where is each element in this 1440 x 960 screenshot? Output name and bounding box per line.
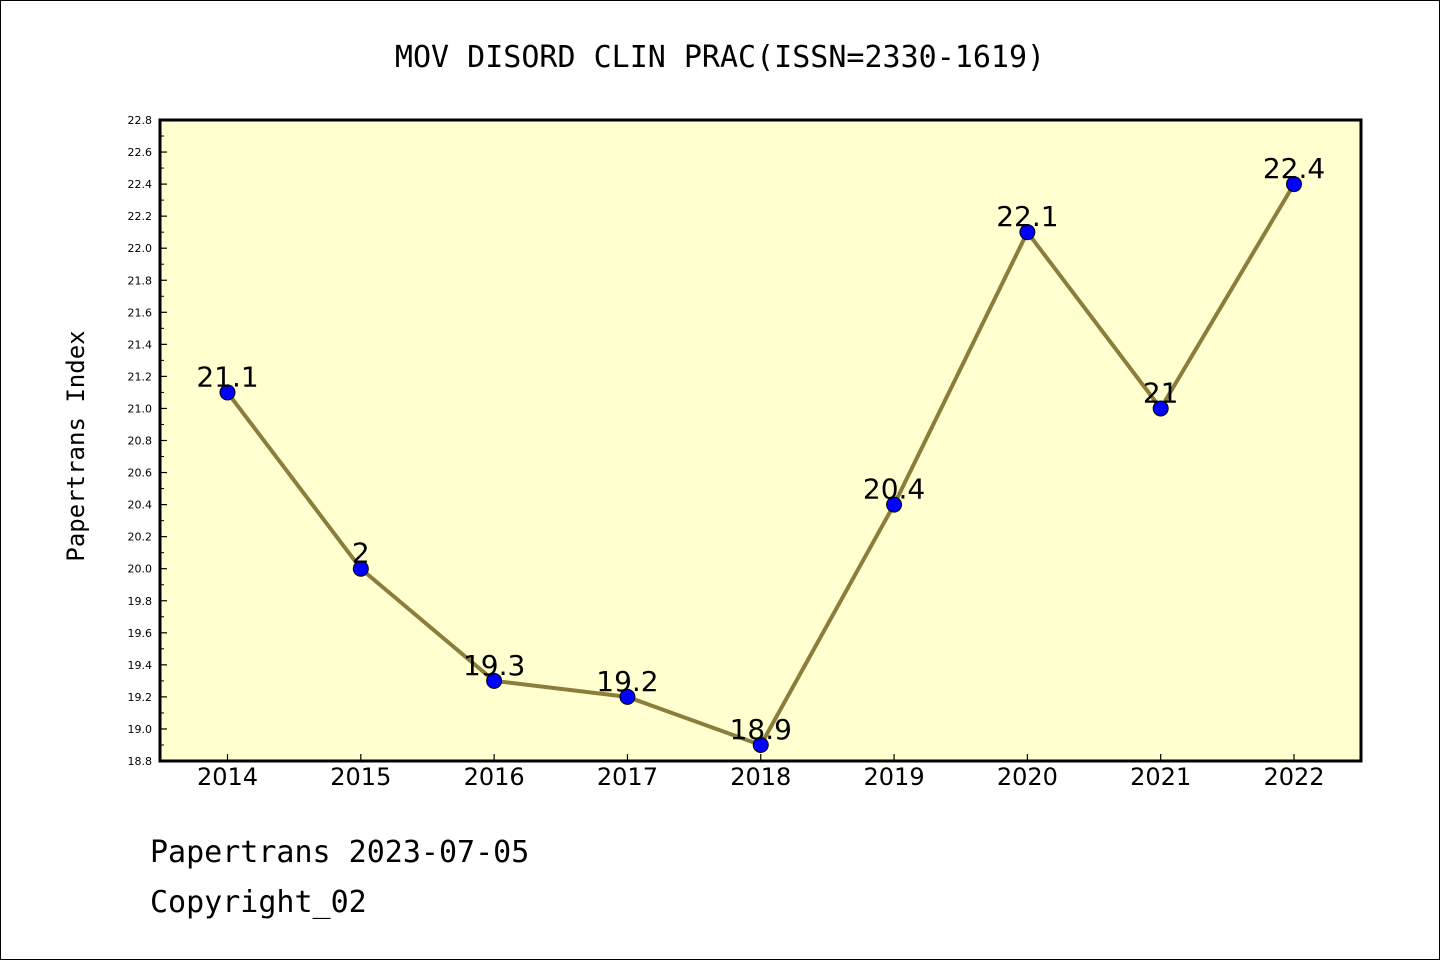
- y-tick-label: 21.2: [128, 370, 153, 383]
- plot-area: [158, 118, 1363, 763]
- data-label: 19.2: [596, 665, 658, 698]
- y-tick-label: 20.2: [128, 531, 153, 544]
- data-label: 21.1: [196, 360, 258, 393]
- data-label: 22.4: [1263, 152, 1325, 185]
- y-tick-label: 22.0: [128, 242, 153, 255]
- y-tick-label: 20.4: [128, 499, 153, 512]
- data-label: 21: [1143, 376, 1179, 409]
- x-tick-label: 2017: [597, 763, 658, 791]
- x-tick-label: 2018: [730, 763, 791, 791]
- data-point: [1019, 224, 1036, 241]
- x-tick-label: 2014: [197, 763, 258, 791]
- x-tick-label: 2022: [1263, 763, 1324, 791]
- y-axis: 18.8 19.0 19.2 19.4 19.6 19.8 20.0 20.2 20.4 20.6…: [128, 114, 167, 768]
- data-point: [752, 736, 769, 753]
- x-tick-label: 2020: [997, 763, 1058, 791]
- chart-title: MOV DISORD CLIN PRAC(ISSN=2330-1619): [395, 40, 1045, 75]
- y-tick-label: 22.4: [128, 178, 153, 191]
- data-point: [1152, 400, 1169, 417]
- data-point: [619, 688, 636, 705]
- data-point: [886, 496, 903, 513]
- data-label: 22.1: [996, 200, 1058, 233]
- footer-copyright: Copyright_02: [150, 885, 367, 920]
- y-tick-label: 18.8: [128, 755, 153, 768]
- data-label: 20.4: [863, 473, 925, 506]
- data-label: 18.9: [730, 713, 792, 746]
- y-tick-label: 21.6: [128, 306, 153, 319]
- y-tick-label: 19.0: [128, 723, 153, 736]
- y-tick-label: 22.2: [128, 210, 153, 223]
- x-tick-label: 2019: [864, 763, 925, 791]
- y-tick-label: 19.6: [128, 627, 153, 640]
- x-tick-label: 2016: [464, 763, 525, 791]
- data-point: [486, 672, 503, 689]
- y-tick-label: 21.4: [128, 338, 153, 351]
- series-layer: 21.1 2 19.3 19.2 18.9 20.4 22.1 21 22.4: [196, 152, 1325, 753]
- x-tick-label: 2015: [330, 763, 391, 791]
- data-label: 2: [352, 537, 370, 570]
- y-tick-label: 20.8: [128, 435, 153, 448]
- y-tick-label: 19.4: [128, 659, 153, 672]
- footer-date: Papertrans 2023-07-05: [150, 835, 530, 870]
- y-tick-label: 22.6: [128, 146, 153, 159]
- x-tick-label: 2021: [1130, 763, 1191, 791]
- data-point: [219, 384, 236, 401]
- y-tick-label: 19.8: [128, 595, 153, 608]
- y-axis-label: Papertrans Index: [62, 330, 90, 561]
- data-point: [1286, 176, 1302, 193]
- data-label: 19.3: [463, 649, 525, 682]
- y-tick-label: 21.0: [128, 402, 153, 415]
- y-tick-label: 19.2: [128, 691, 153, 704]
- y-tick-label: 21.8: [128, 274, 153, 287]
- y-tick-label: 20.0: [128, 563, 153, 576]
- y-tick-label: 22.8: [128, 114, 153, 127]
- x-axis: 2014 2015 2016 2017 2018 2019 2020 2021 2022: [197, 754, 1325, 791]
- y-tick-label: 20.6: [128, 467, 153, 480]
- data-point: [352, 560, 369, 577]
